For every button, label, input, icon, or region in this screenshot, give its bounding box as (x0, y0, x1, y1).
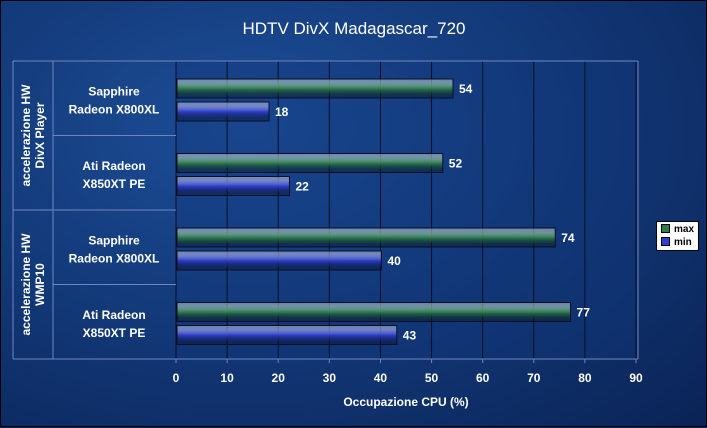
x-tick-label: 40 (374, 371, 388, 385)
category-label-line: Sapphire (88, 84, 140, 98)
legend-item-max: max (661, 223, 695, 236)
legend: max min (656, 221, 699, 251)
data-label-min: 22 (295, 180, 309, 194)
category-label: Ati Radeon X850XT PE (82, 159, 145, 191)
category-label-line: X850XT PE (83, 326, 146, 340)
data-label-max: 52 (449, 157, 463, 171)
x-tick-label: 30 (323, 371, 337, 385)
bar-max (176, 153, 444, 173)
category-label-line: Radeon X800XL (69, 102, 160, 116)
x-tick-label: 0 (173, 371, 180, 385)
bar-min (176, 325, 398, 345)
x-tick-label: 80 (578, 371, 592, 385)
bar-min (176, 250, 382, 271)
data-label-min: 18 (275, 105, 289, 119)
group-label-line: accelerazione HW (19, 233, 33, 336)
category-label: Ati Radeon X850XT PE (82, 308, 145, 340)
bar-max (176, 78, 454, 99)
data-label-max: 74 (561, 231, 575, 245)
group-label-line: accelerazione HW (19, 84, 33, 187)
bar-min (176, 176, 290, 196)
data-label-min: 43 (403, 329, 417, 343)
category-label-line: Ati Radeon (82, 308, 145, 322)
category-label: Sapphire Radeon X800XL (69, 84, 160, 116)
category-label-line: Sapphire (88, 233, 140, 247)
legend-label-min: min (674, 237, 692, 248)
bar-min (176, 101, 270, 122)
legend-swatch-min (661, 236, 670, 246)
group-label: accelerazione HWDivX Player (19, 84, 47, 187)
data-label-max: 54 (459, 82, 473, 96)
category-label-line: X850XT PE (83, 177, 146, 191)
group-label: accelerazione HWWMP10 (19, 233, 47, 336)
x-axis-label: Occupazione CPU (%) (343, 395, 468, 409)
x-tick-label: 50 (425, 371, 439, 385)
group-label-line: WMP10 (33, 263, 47, 306)
bar-max (176, 302, 572, 322)
category-label-line: Radeon X800XL (69, 251, 160, 265)
bar-max (176, 227, 556, 248)
chart-title: HDTV DivX Madagascar_720 (243, 19, 466, 38)
data-label-max: 77 (577, 306, 591, 320)
x-tick-label: 60 (476, 371, 490, 385)
legend-swatch-max (661, 223, 670, 233)
legend-item-min: min (661, 236, 692, 249)
x-tick-label: 70 (527, 371, 541, 385)
category-label: Sapphire Radeon X800XL (69, 233, 160, 265)
x-tick-label: 10 (220, 371, 234, 385)
category-label-line: Ati Radeon (82, 159, 145, 173)
data-label-min: 40 (387, 254, 401, 268)
legend-label-max: max (674, 224, 695, 235)
x-tick-label: 20 (272, 371, 286, 385)
group-label-line: DivX Player (33, 102, 47, 168)
x-tick-label: 90 (629, 371, 643, 385)
